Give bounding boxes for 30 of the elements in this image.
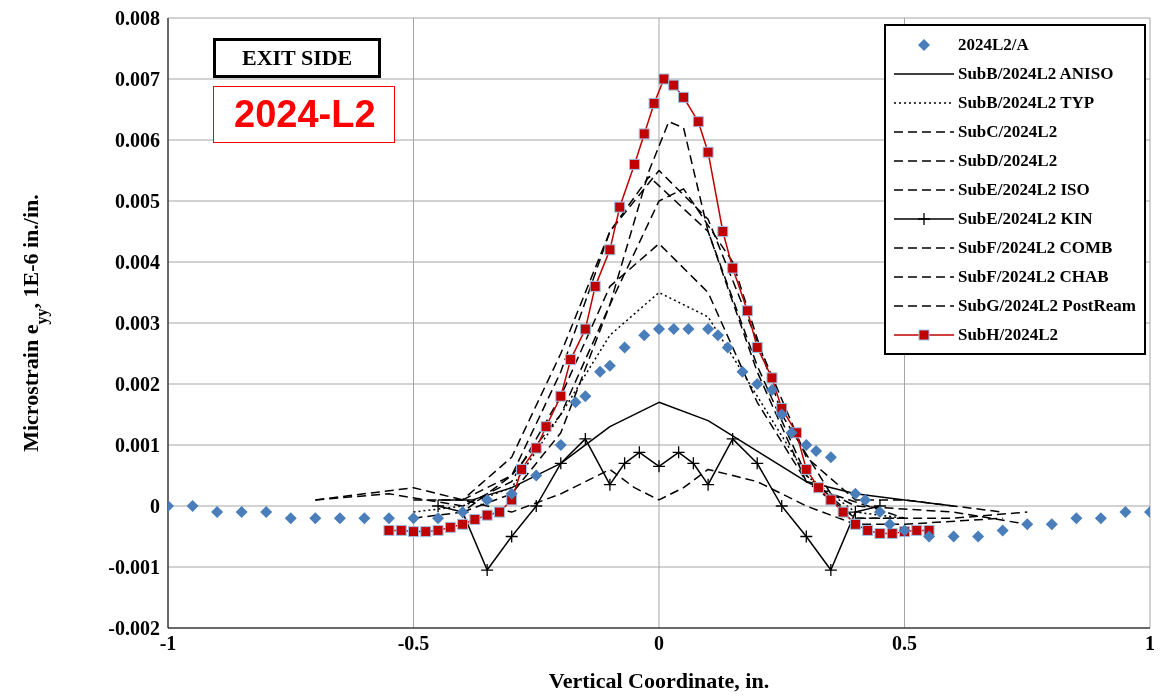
- legend-label: SubB/2024L2 TYP: [957, 92, 1095, 113]
- y-tick-label: -0.001: [108, 556, 160, 579]
- y-tick-label: 0: [150, 495, 160, 518]
- y-tick-label: 0.001: [115, 434, 160, 457]
- legend-label: SubD/2024L2: [957, 150, 1058, 171]
- legend-label: SubE/2024L2 KIN: [957, 208, 1093, 229]
- x-tick-label: -1: [159, 632, 177, 655]
- legend-label: SubE/2024L2 ISO: [957, 179, 1090, 200]
- legend-label: SubH/2024L2: [957, 324, 1059, 345]
- legend-label: 2024L2/A: [957, 34, 1029, 55]
- legend-label: SubF/2024L2 COMB: [957, 237, 1113, 258]
- legend-label: SubG/2024L2 PostReam: [957, 295, 1136, 316]
- x-axis-title: Vertical Coordinate, in.: [548, 668, 770, 693]
- y-tick-label: 0.003: [115, 312, 160, 335]
- y-tick-label: 0.006: [115, 129, 160, 152]
- y-tick-label: 0.008: [115, 7, 160, 30]
- annotation: EXIT SIDE: [213, 38, 382, 78]
- legend-label: SubB/2024L2 ANISO: [957, 63, 1114, 84]
- y-tick-label: 0.002: [115, 373, 160, 396]
- y-tick-label: 0.005: [115, 190, 160, 213]
- annotation: 2024-L2: [213, 86, 395, 143]
- y-tick-label: -0.002: [108, 617, 160, 640]
- legend-label: SubF/2024L2 CHAB: [957, 266, 1109, 287]
- x-tick-label: 0: [654, 632, 664, 655]
- y-tick-label: 0.004: [115, 251, 160, 274]
- x-tick-label: -0.5: [397, 632, 430, 655]
- x-tick-label: 1: [1145, 632, 1155, 655]
- legend-label: SubC/2024L2: [957, 121, 1058, 142]
- y-tick-label: 0.007: [115, 68, 160, 91]
- x-tick-label: 0.5: [892, 632, 917, 655]
